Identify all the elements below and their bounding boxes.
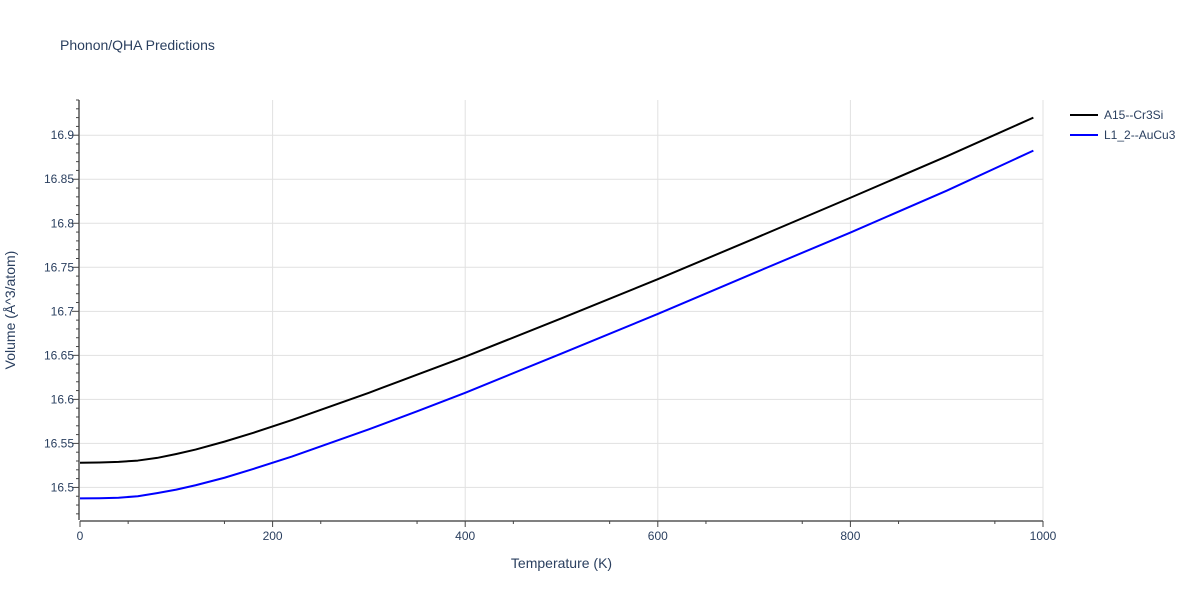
y-tick-label: 16.55 [44, 436, 74, 450]
y-tick-label: 16.85 [44, 172, 74, 186]
x-tick-label: 400 [455, 529, 475, 543]
chart-title: Phonon/QHA Predictions [60, 37, 215, 53]
y-axis-title: Volume (Å^3/atom) [2, 251, 18, 370]
x-tick-label: 800 [840, 529, 860, 543]
legend-label-0: A15--Cr3Si [1104, 108, 1163, 122]
y-tick-label: 16.75 [44, 260, 74, 274]
axes: 0 200 400 600 800 1000 16.5 16.55 16.6 16.65 16.7 1… [44, 99, 1057, 543]
plot-series [79, 116, 1034, 500]
x-tick-label: 1000 [1030, 529, 1057, 543]
y-tick-label: 16.9 [51, 128, 75, 142]
x-tick-label: 200 [263, 529, 283, 543]
y-tick-label: 16.7 [51, 304, 75, 318]
legend[interactable]: A15--Cr3Si L1_2--AuCu3 [1070, 108, 1176, 142]
legend-label-1: L1_2--AuCu3 [1104, 128, 1176, 142]
y-tick-label: 16.5 [51, 480, 75, 494]
x-tick-label: 0 [77, 529, 84, 543]
series-line-1 [79, 149, 1034, 500]
series-line-0 [79, 116, 1034, 464]
y-tick-label: 16.65 [44, 348, 74, 362]
y-tick-label: 16.6 [51, 392, 75, 406]
x-tick-label: 600 [648, 529, 668, 543]
grid-lines [80, 100, 1044, 520]
x-axis-title: Temperature (K) [511, 555, 612, 571]
y-tick-label: 16.8 [51, 216, 75, 230]
